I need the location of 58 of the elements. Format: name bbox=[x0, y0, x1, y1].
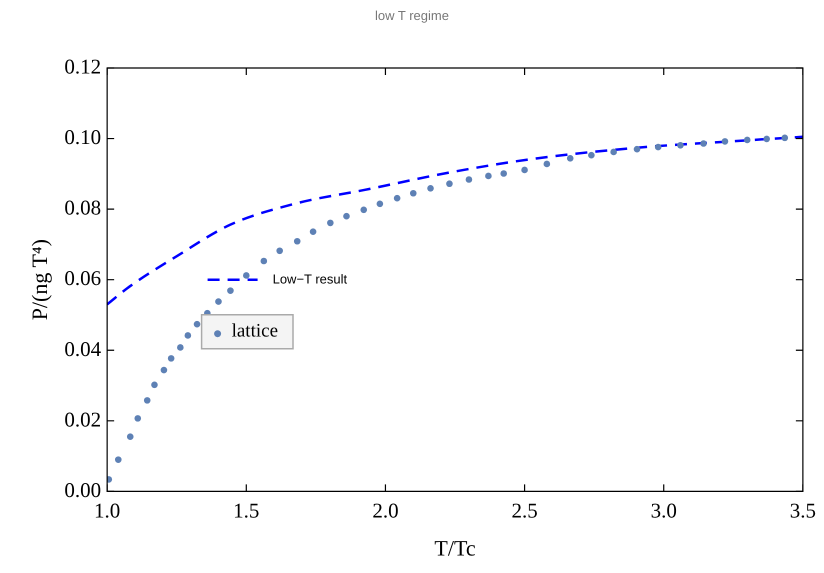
x-tick-label: 1.5 bbox=[233, 498, 260, 523]
point bbox=[310, 228, 316, 236]
point bbox=[544, 160, 550, 168]
x-tick-label: 3.0 bbox=[650, 498, 677, 523]
point bbox=[168, 355, 174, 362]
point bbox=[294, 238, 301, 245]
point bbox=[177, 344, 184, 351]
point bbox=[394, 194, 400, 202]
point bbox=[722, 138, 728, 145]
y-tick-label: 0.06 bbox=[64, 266, 102, 290]
point bbox=[781, 134, 788, 142]
legend-label: lattice bbox=[232, 320, 278, 342]
point bbox=[126, 433, 134, 440]
point bbox=[327, 220, 334, 226]
y-tick-label: 0.08 bbox=[64, 196, 102, 220]
point bbox=[700, 140, 707, 147]
y-tick-label: 0.12 bbox=[64, 54, 102, 79]
point bbox=[242, 272, 250, 279]
point bbox=[144, 397, 151, 404]
point bbox=[260, 258, 268, 264]
point bbox=[500, 170, 508, 177]
point bbox=[446, 180, 453, 188]
y-axis-title: P/(ng T⁴) bbox=[26, 239, 52, 320]
point bbox=[466, 176, 472, 183]
point bbox=[410, 190, 417, 197]
point bbox=[376, 200, 384, 208]
x-axis-title: T/Tc bbox=[434, 536, 476, 561]
point bbox=[343, 212, 350, 220]
point bbox=[610, 148, 617, 156]
point bbox=[763, 136, 770, 142]
point bbox=[194, 320, 200, 328]
point bbox=[566, 155, 574, 162]
point bbox=[485, 172, 492, 180]
line-series bbox=[107, 136, 803, 306]
legend-label: Low−T result bbox=[272, 271, 348, 286]
point bbox=[521, 166, 528, 174]
point bbox=[227, 287, 234, 294]
point bbox=[215, 298, 222, 305]
x-tick-label: 3.5 bbox=[790, 498, 816, 523]
point bbox=[654, 144, 662, 150]
point bbox=[276, 247, 283, 254]
point bbox=[160, 366, 168, 374]
point bbox=[634, 146, 640, 152]
point bbox=[114, 456, 122, 463]
point bbox=[677, 142, 684, 149]
point bbox=[151, 382, 158, 388]
point bbox=[588, 152, 595, 158]
y-tick-label: 0.02 bbox=[64, 407, 102, 432]
x-tick-label: 2.0 bbox=[372, 498, 399, 523]
point bbox=[134, 415, 142, 422]
point bbox=[427, 185, 434, 192]
y-tick-label: 0.04 bbox=[64, 336, 102, 361]
point bbox=[360, 206, 368, 214]
x-tick-label: 2.5 bbox=[511, 498, 538, 523]
point bbox=[744, 136, 751, 144]
y-tick-label: 0.10 bbox=[64, 125, 102, 150]
point bbox=[184, 332, 192, 339]
chart-title: low T regime bbox=[374, 8, 450, 23]
